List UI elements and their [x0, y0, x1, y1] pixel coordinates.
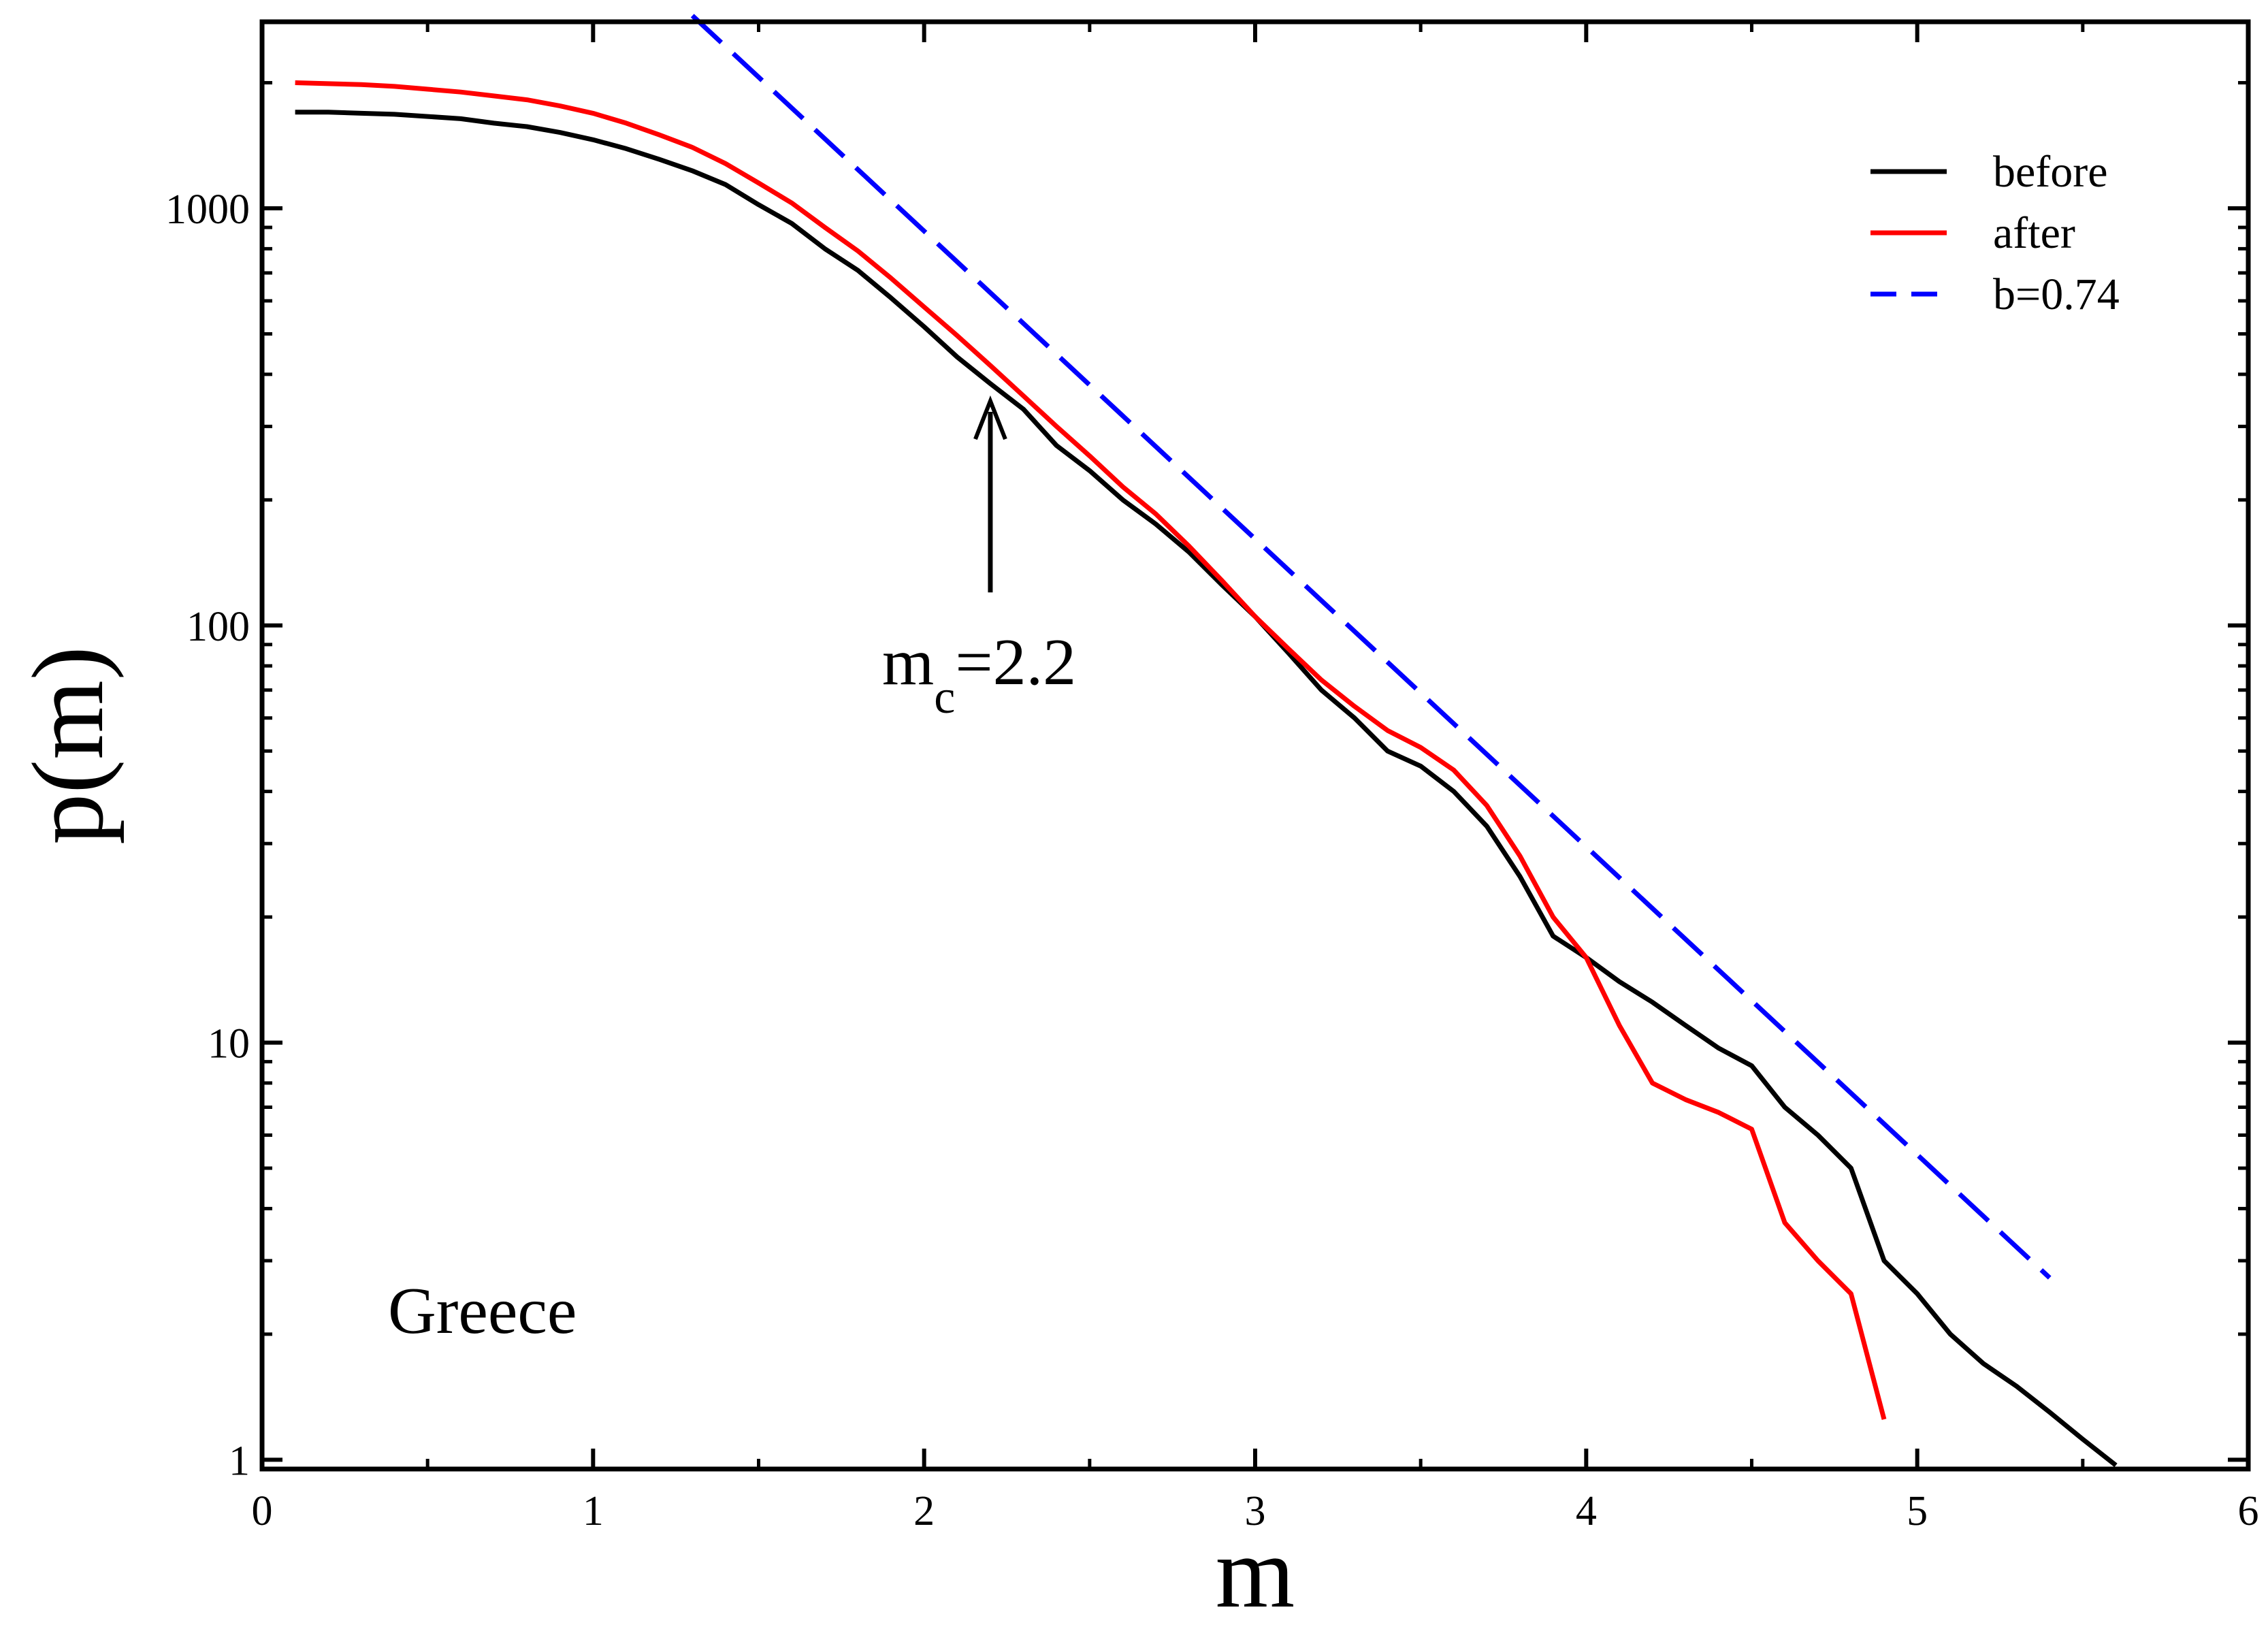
x-tick-label: 2: [913, 1488, 935, 1534]
legend-label-after: after: [1993, 208, 2075, 258]
ticks-layer: [260, 22, 2250, 1469]
x-tick-label: 6: [2238, 1488, 2259, 1534]
y-tick-label: 1000: [165, 187, 250, 233]
mc-label-m: m: [882, 626, 934, 699]
series-line-before: [295, 110, 2118, 1468]
series-line-fit: [690, 14, 2052, 1280]
y-tick-label: 10: [208, 1021, 250, 1067]
legend: before after b=0.74: [1870, 147, 2120, 319]
arrow-head: [973, 395, 1007, 440]
mc-label: mc=2.2: [882, 626, 1076, 724]
mc-label-subscript: c: [934, 671, 955, 724]
legend-label-before: before: [1993, 147, 2108, 197]
x-axis-title: m: [1216, 1516, 1295, 1629]
series-line-after: [295, 80, 1887, 1420]
y-axis-title: p(m): [12, 646, 125, 845]
x-tick-label: 0: [252, 1488, 273, 1534]
series-layer: [295, 14, 2118, 1468]
mc-annotation: mc=2.2: [882, 395, 1076, 724]
mc-label-value: =2.2: [955, 626, 1076, 699]
x-tick-label: 3: [1245, 1488, 1266, 1534]
x-tick-label: 4: [1576, 1488, 1597, 1534]
x-tick-label: 5: [1907, 1488, 1928, 1534]
y-tick-label: 100: [187, 604, 250, 650]
legend-label-fit: b=0.74: [1993, 270, 2120, 319]
y-tick-label: 1: [229, 1438, 250, 1484]
region-label: Greece: [388, 1274, 577, 1348]
x-tick-label: 1: [583, 1488, 604, 1534]
